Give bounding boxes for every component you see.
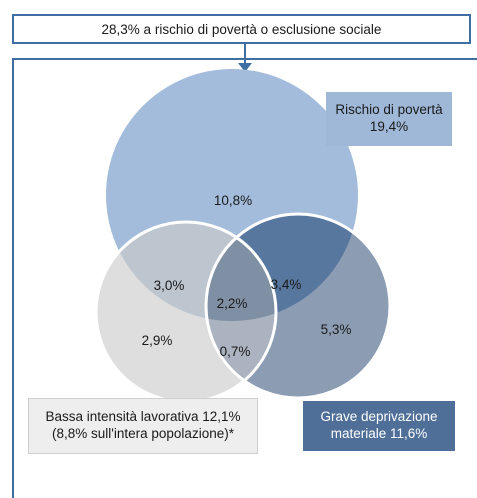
label-deprivation-only: 5,3% — [320, 321, 352, 337]
label-poverty-only: 10,8% — [213, 192, 253, 208]
legend-deprivation-value: materiale 11,6% — [330, 426, 428, 441]
legend-intensity-note: (8,8% sull'intera popolazione)* — [52, 426, 234, 441]
header-box: 28,3% a rischio di povertà o esclusione … — [12, 14, 471, 44]
legend-poverty-value: 19,4% — [369, 119, 409, 134]
legend-intensity-title: Bassa intensità lavorativa 12,1% — [45, 409, 241, 425]
label-poverty-deprivation: 3,4% — [270, 276, 302, 292]
legend-deprivation-title: Grave deprivazione — [320, 409, 438, 425]
legend-deprivation: Grave deprivazione materiale 11,6% — [303, 401, 455, 451]
legend-poverty: Rischio di povertà 19,4% — [326, 92, 452, 146]
deprivation-outline — [204, 212, 392, 400]
label-all-three: 2,2% — [216, 295, 248, 311]
label-poverty-intensity: 3,0% — [153, 277, 185, 293]
label-intensity-deprivation: 0,7% — [219, 343, 251, 359]
header-text: 28,3% a rischio di povertà o esclusione … — [101, 21, 382, 37]
legend-intensity: Bassa intensità lavorativa 12,1% (8,8% s… — [28, 398, 258, 454]
label-intensity-only: 2,9% — [141, 332, 173, 348]
all-three-overlap — [206, 222, 276, 321]
legend-poverty-title: Rischio di povertà — [335, 102, 443, 118]
